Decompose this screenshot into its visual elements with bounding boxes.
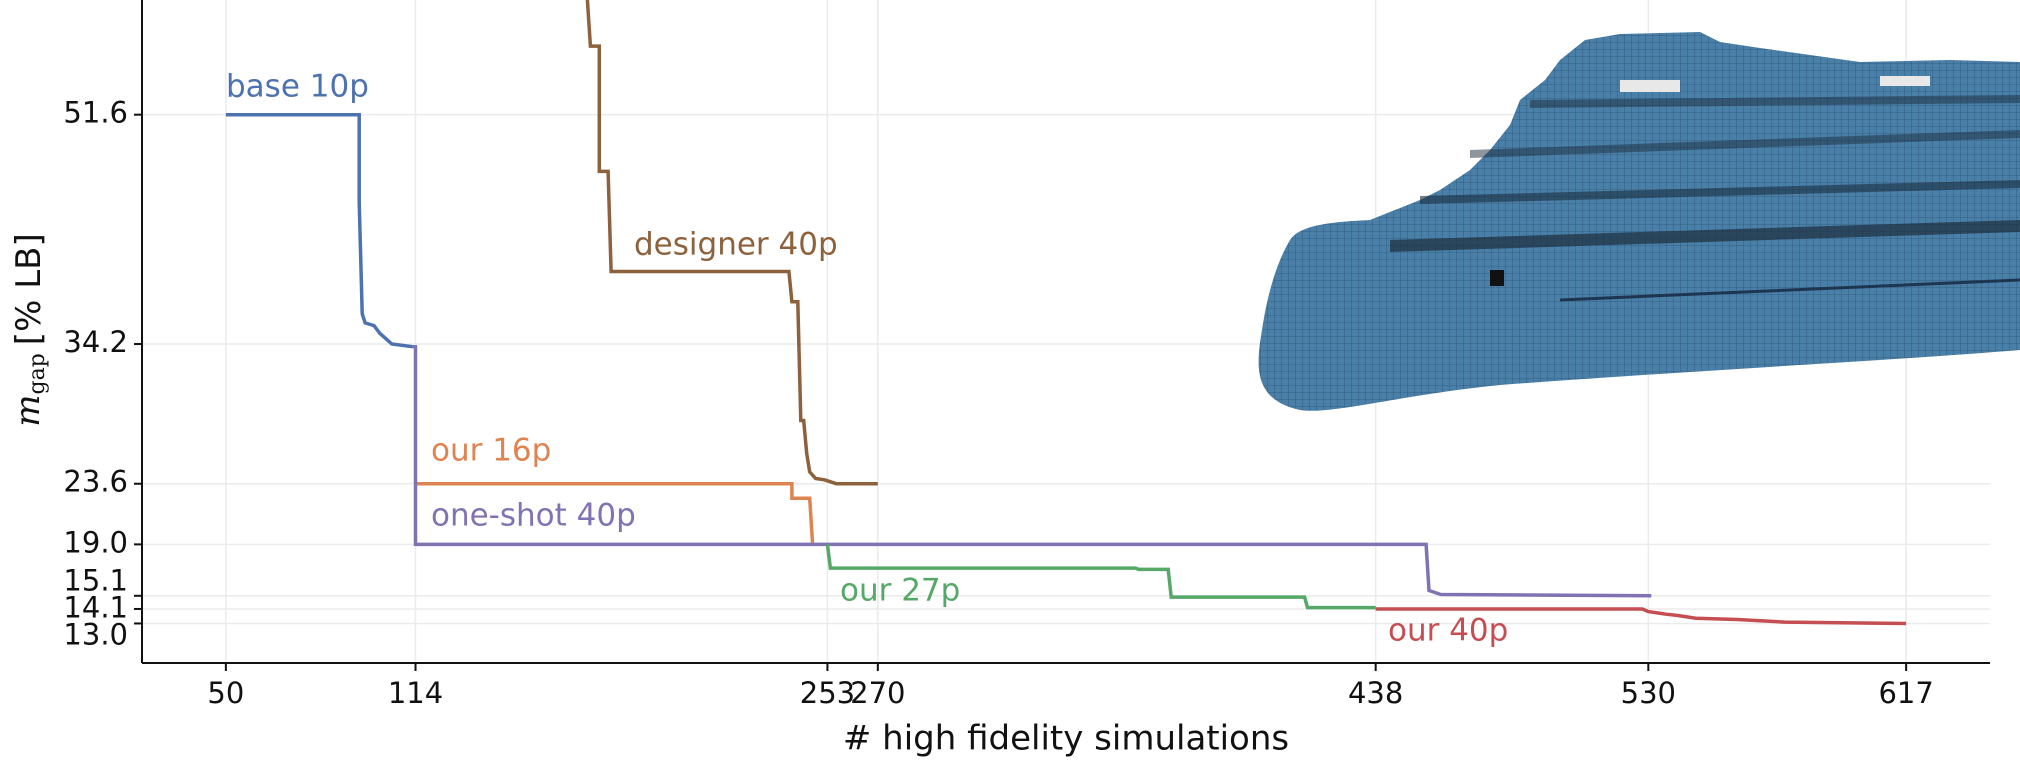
y-tick-label: 34.2 xyxy=(63,325,128,359)
series-line xyxy=(225,112,413,349)
y-label-subscript: gap xyxy=(25,353,50,394)
series-line xyxy=(415,481,815,545)
y-tick-label: 19.0 xyxy=(63,525,128,559)
y-tick-label: 15.1 xyxy=(63,563,128,597)
y-tick-label: 51.6 xyxy=(63,96,128,130)
plot-area xyxy=(225,0,1907,626)
x-tick-label: 253 xyxy=(800,676,855,710)
x-tick-label: 50 xyxy=(207,676,244,710)
x-tick-label: 438 xyxy=(1348,676,1403,710)
y-tick-label: 13.0 xyxy=(63,617,128,651)
series-label: one-shot 40p xyxy=(431,498,636,534)
x-tick-label: 114 xyxy=(388,676,443,710)
series-line xyxy=(825,544,1376,610)
series-line xyxy=(1375,607,1907,626)
ship-image xyxy=(1258,32,2020,411)
series-label: our 16p xyxy=(431,433,551,469)
series-line xyxy=(585,0,878,486)
x-tick-label: 270 xyxy=(850,676,905,710)
x-axis-label: # high fidelity simulations xyxy=(843,719,1289,759)
x-tick-label: 530 xyxy=(1621,676,1676,710)
y-axis-label: mgap [% LB] xyxy=(8,233,50,426)
series-label: base 10p xyxy=(226,69,369,105)
y-label-symbol: m xyxy=(8,394,48,426)
series-line xyxy=(412,344,1652,598)
series-label: our 27p xyxy=(840,573,960,609)
series-label: our 40p xyxy=(1388,613,1508,649)
x-tick-label: 617 xyxy=(1878,676,1933,710)
y-tick-label: 23.6 xyxy=(63,465,128,499)
y-tick-label: 14.1 xyxy=(63,590,128,624)
y-label-unit: [% LB] xyxy=(9,233,49,345)
series-label: designer 40p xyxy=(634,227,838,263)
